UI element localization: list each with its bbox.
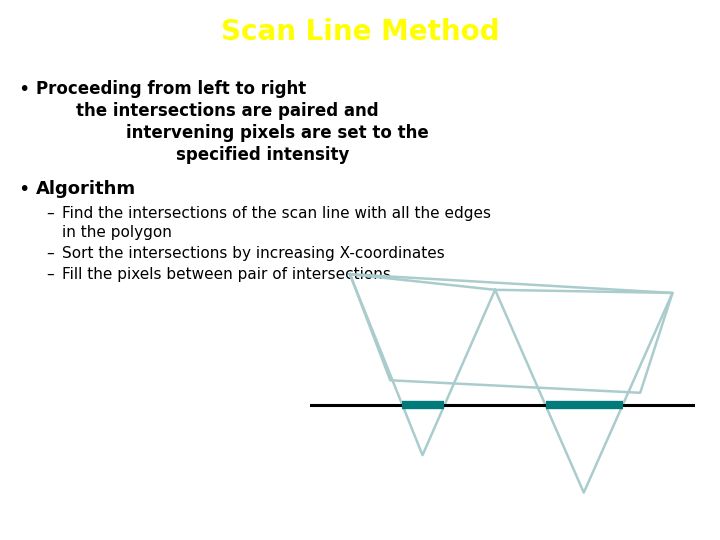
Text: –: – (46, 246, 53, 261)
Text: Find the intersections of the scan line with all the edges: Find the intersections of the scan line … (62, 206, 491, 221)
Text: Proceeding from left to right: Proceeding from left to right (36, 80, 306, 98)
Text: –: – (46, 206, 53, 221)
Text: Sort the intersections by increasing X-coordinates: Sort the intersections by increasing X-c… (62, 246, 445, 261)
Text: Fill the pixels between pair of intersections: Fill the pixels between pair of intersec… (62, 267, 391, 282)
Text: specified intensity: specified intensity (176, 146, 349, 164)
Text: –: – (46, 267, 53, 282)
Text: •: • (18, 80, 30, 99)
Text: in the polygon: in the polygon (62, 225, 172, 240)
Text: Scan Line Method: Scan Line Method (221, 18, 500, 46)
Text: the intersections are paired and: the intersections are paired and (76, 102, 379, 120)
Text: intervening pixels are set to the: intervening pixels are set to the (126, 124, 428, 141)
Text: Algorithm: Algorithm (36, 180, 136, 198)
Text: •: • (18, 180, 30, 199)
